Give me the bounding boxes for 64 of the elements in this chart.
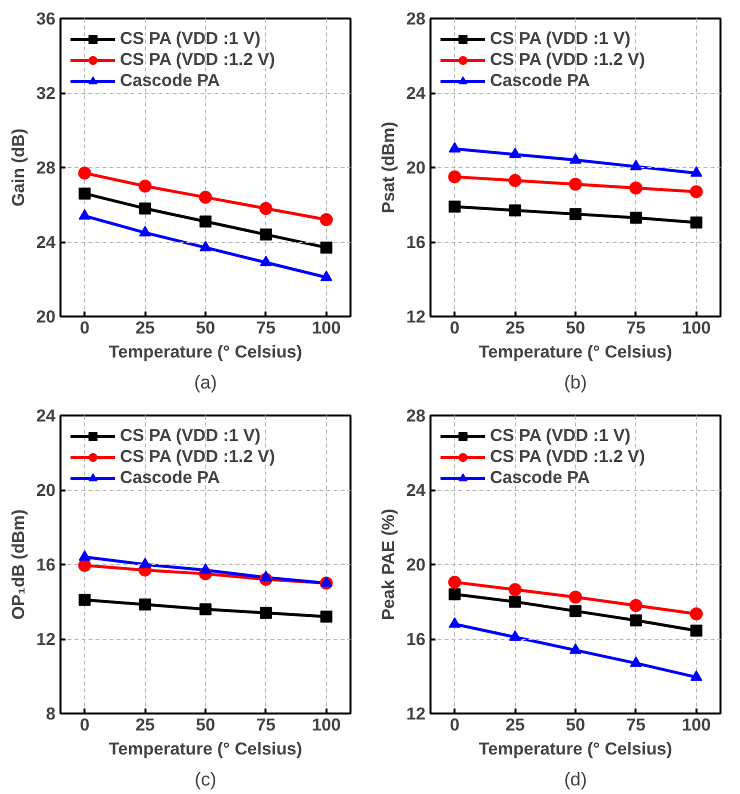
x-tick-label: 25 bbox=[505, 714, 526, 734]
x-tick-label: 0 bbox=[450, 318, 460, 338]
x-tick-label: 50 bbox=[196, 318, 216, 338]
x-tick-label: 75 bbox=[256, 714, 276, 734]
y-axis-title: Psat (dBm) bbox=[378, 122, 398, 214]
y-tick-label: 8 bbox=[46, 704, 56, 724]
y-axis-title: OP₁dB (dBm) bbox=[8, 509, 28, 620]
text: (d) bbox=[564, 768, 587, 790]
y-tick-label: 16 bbox=[406, 629, 426, 649]
text: (b) bbox=[564, 372, 587, 392]
x-tick-label: 100 bbox=[312, 714, 341, 734]
legend-label: Cascode PA bbox=[120, 467, 220, 488]
legend-label: CS PA (VDD :1 V) bbox=[490, 425, 631, 446]
x-tick-label: 25 bbox=[135, 318, 156, 338]
legend-label: CS PA (VDD :1 V) bbox=[120, 28, 261, 49]
x-tick-label: 25 bbox=[135, 714, 156, 734]
x-tick-label: 75 bbox=[256, 318, 276, 338]
legend-label: CS PA (VDD :1.2 V) bbox=[490, 446, 646, 467]
x-tick-label: 0 bbox=[80, 714, 90, 734]
legend-label: CS PA (VDD :1.2 V) bbox=[120, 446, 276, 467]
y-axis-title: Peak PAE (%) bbox=[378, 508, 398, 620]
x-tick-label: 25 bbox=[505, 318, 526, 338]
x-axis-title: Temperature (° Celsius) bbox=[108, 738, 302, 758]
y-tick-label: 20 bbox=[406, 158, 426, 178]
y-tick-label: 24 bbox=[406, 480, 426, 500]
y-tick-label: 12 bbox=[406, 704, 426, 724]
legend-label: CS PA (VDD :1.2 V) bbox=[490, 49, 646, 70]
legend-label: Cascode PA bbox=[490, 70, 590, 91]
y-tick-label: 20 bbox=[406, 554, 426, 574]
x-tick-label: 0 bbox=[450, 714, 460, 734]
y-tick-label: 24 bbox=[36, 406, 56, 426]
y-tick-label: 24 bbox=[36, 232, 56, 252]
legend-label: CS PA (VDD :1 V) bbox=[120, 425, 261, 446]
x-axis-title: Temperature (° Celsius) bbox=[478, 342, 672, 362]
x-tick-label: 50 bbox=[196, 714, 216, 734]
x-tick-label: 100 bbox=[682, 714, 711, 734]
legend-label: CS PA (VDD :1 V) bbox=[490, 28, 631, 49]
legend-label: CS PA (VDD :1.2 V) bbox=[120, 49, 276, 70]
x-axis-title: Temperature (° Celsius) bbox=[108, 342, 302, 362]
y-tick-label: 32 bbox=[36, 83, 56, 103]
y-tick-label: 20 bbox=[36, 480, 56, 500]
x-tick-label: 75 bbox=[626, 714, 646, 734]
y-tick-label: 24 bbox=[406, 83, 426, 103]
x-tick-label: 100 bbox=[312, 318, 341, 338]
y-tick-label: 16 bbox=[36, 554, 56, 574]
y-tick-label: 36 bbox=[36, 8, 56, 28]
legend-label: Cascode PA bbox=[120, 70, 220, 91]
legend-label: Cascode PA bbox=[490, 467, 590, 488]
x-tick-label: 0 bbox=[80, 318, 90, 338]
x-tick-label: 75 bbox=[626, 318, 646, 338]
text: (c) bbox=[194, 768, 216, 790]
y-tick-label: 28 bbox=[406, 406, 426, 426]
y-tick-label: 28 bbox=[36, 158, 56, 178]
y-tick-label: 12 bbox=[36, 629, 56, 649]
y-axis-title: Gain (dB) bbox=[8, 128, 28, 206]
x-tick-label: 50 bbox=[566, 318, 586, 338]
y-tick-label: 12 bbox=[406, 306, 426, 326]
y-tick-label: 28 bbox=[406, 8, 426, 28]
y-tick-label: 20 bbox=[36, 306, 56, 326]
y-tick-label: 16 bbox=[406, 232, 426, 252]
text: (a) bbox=[194, 372, 217, 392]
x-tick-label: 100 bbox=[682, 318, 711, 338]
x-axis-title: Temperature (° Celsius) bbox=[478, 738, 672, 758]
x-tick-label: 50 bbox=[566, 714, 586, 734]
